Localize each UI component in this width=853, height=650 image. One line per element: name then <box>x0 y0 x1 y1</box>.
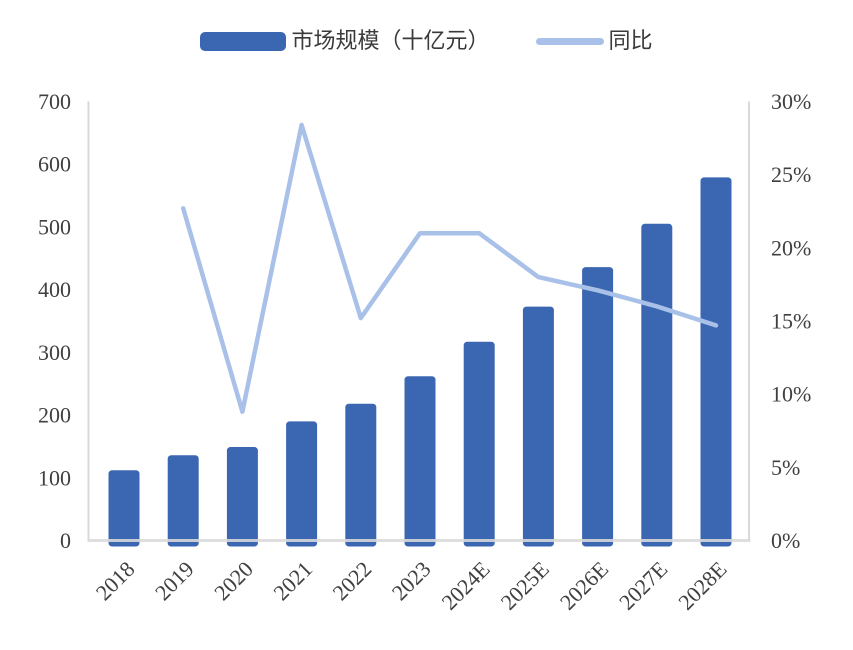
bar-2018 <box>108 470 140 547</box>
x-axis-label-2020: 2020 <box>209 556 258 605</box>
legend-item-market-size: 市场规模（十亿元） <box>200 28 490 53</box>
bar-2028E <box>700 177 732 547</box>
left-axis-tick-400: 400 <box>38 277 71 302</box>
bar-2019 <box>167 455 199 547</box>
bar-series-label: 市场规模（十亿元） <box>291 28 490 53</box>
x-axis-label-2027E: 2027E <box>614 556 672 614</box>
x-axis-label-2019: 2019 <box>150 556 199 605</box>
x-axis-label-2018: 2018 <box>91 556 140 605</box>
left-axis-tick-200: 200 <box>38 403 71 428</box>
yoy-line-series <box>180 122 719 414</box>
x-axis-label-2021: 2021 <box>268 556 317 605</box>
left-axis-tick-100: 100 <box>38 465 71 490</box>
bar-2024E <box>463 341 495 547</box>
bar-2021 <box>286 421 318 547</box>
left-axis-tick-600: 600 <box>38 152 71 177</box>
line-series-swatch-icon <box>535 37 604 45</box>
bar-2027E <box>641 223 673 547</box>
x-axis-label-2026E: 2026E <box>555 556 613 614</box>
bar-2023 <box>404 376 436 547</box>
right-axis-tick-15pct: 15% <box>771 309 811 334</box>
x-axis-label-2023: 2023 <box>387 556 436 605</box>
x-axis-label-2024E: 2024E <box>436 556 494 614</box>
left-axis-tick-300: 300 <box>38 340 71 365</box>
left-axis-tick-0: 0 <box>60 528 71 553</box>
chart-legend: 市场规模（十亿元） 同比 <box>0 30 853 52</box>
right-axis-tick-0pct: 0% <box>771 528 800 553</box>
line-series-label: 同比 <box>608 28 653 53</box>
right-axis-tick-30pct: 30% <box>771 89 811 114</box>
x-axis-label-2028E: 2028E <box>673 556 731 614</box>
left-axis-tick-700: 700 <box>38 89 71 114</box>
bar-2022 <box>345 403 377 547</box>
legend-item-yoy: 同比 <box>535 28 653 53</box>
bar-2026E <box>582 267 614 547</box>
bar-2025E <box>522 306 554 547</box>
bar-series-swatch-icon <box>200 31 287 51</box>
bar-2020 <box>226 447 258 547</box>
right-axis-tick-25pct: 25% <box>771 162 811 187</box>
right-axis-tick-5pct: 5% <box>771 455 800 480</box>
right-axis-tick-20pct: 20% <box>771 235 811 260</box>
x-axis-label-2025E: 2025E <box>496 556 554 614</box>
right-axis-tick-10pct: 10% <box>771 382 811 407</box>
x-axis-label-2022: 2022 <box>328 556 377 605</box>
left-axis-tick-500: 500 <box>38 214 71 239</box>
